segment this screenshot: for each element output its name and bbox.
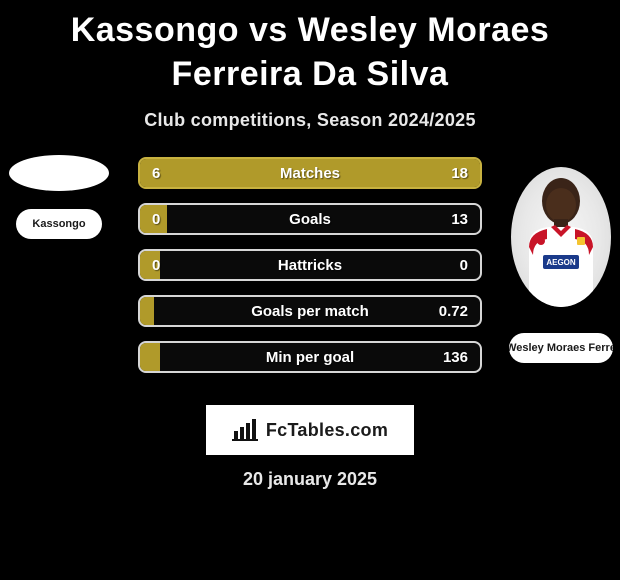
page-subtitle: Club competitions, Season 2024/2025 xyxy=(0,110,620,131)
player-right-photo: AEGON xyxy=(511,167,611,307)
player-left-photo xyxy=(9,155,109,191)
fctables-logo: FcTables.com xyxy=(206,405,414,455)
stat-label: Matches xyxy=(140,165,480,182)
player-right-name: Wesley Moraes Ferre xyxy=(509,333,613,363)
player-left-name: Kassongo xyxy=(16,209,102,239)
page-date: 20 january 2025 xyxy=(0,469,620,490)
stat-value-right: 0.72 xyxy=(439,303,468,320)
stat-label: Min per goal xyxy=(140,349,480,366)
stat-label: Hattricks xyxy=(140,257,480,274)
comparison-arena: Kassongo AEGON xyxy=(0,157,620,387)
svg-text:AEGON: AEGON xyxy=(546,258,576,267)
player-left: Kassongo xyxy=(4,155,114,239)
stat-bar: 0Goals13 xyxy=(138,203,482,235)
logo-text: FcTables.com xyxy=(266,420,388,441)
stat-label: Goals per match xyxy=(140,303,480,320)
stat-bar: Min per goal136 xyxy=(138,341,482,373)
stat-value-right: 0 xyxy=(460,257,468,274)
stat-bar: 0Hattricks0 xyxy=(138,249,482,281)
stat-label: Goals xyxy=(140,211,480,228)
stat-value-right: 13 xyxy=(451,211,468,228)
page-title: Kassongo vs Wesley Moraes Ferreira Da Si… xyxy=(0,0,620,96)
stat-value-right: 136 xyxy=(443,349,468,366)
stat-bars: 6Matches180Goals130Hattricks0Goals per m… xyxy=(138,157,482,373)
player-right: AEGON Wesley Moraes Ferre xyxy=(506,167,616,363)
stat-value-right: 18 xyxy=(451,165,468,182)
stat-bar: Goals per match0.72 xyxy=(138,295,482,327)
player-right-illustration: AEGON xyxy=(511,167,611,307)
barchart-icon xyxy=(232,419,258,441)
stat-bar: 6Matches18 xyxy=(138,157,482,189)
